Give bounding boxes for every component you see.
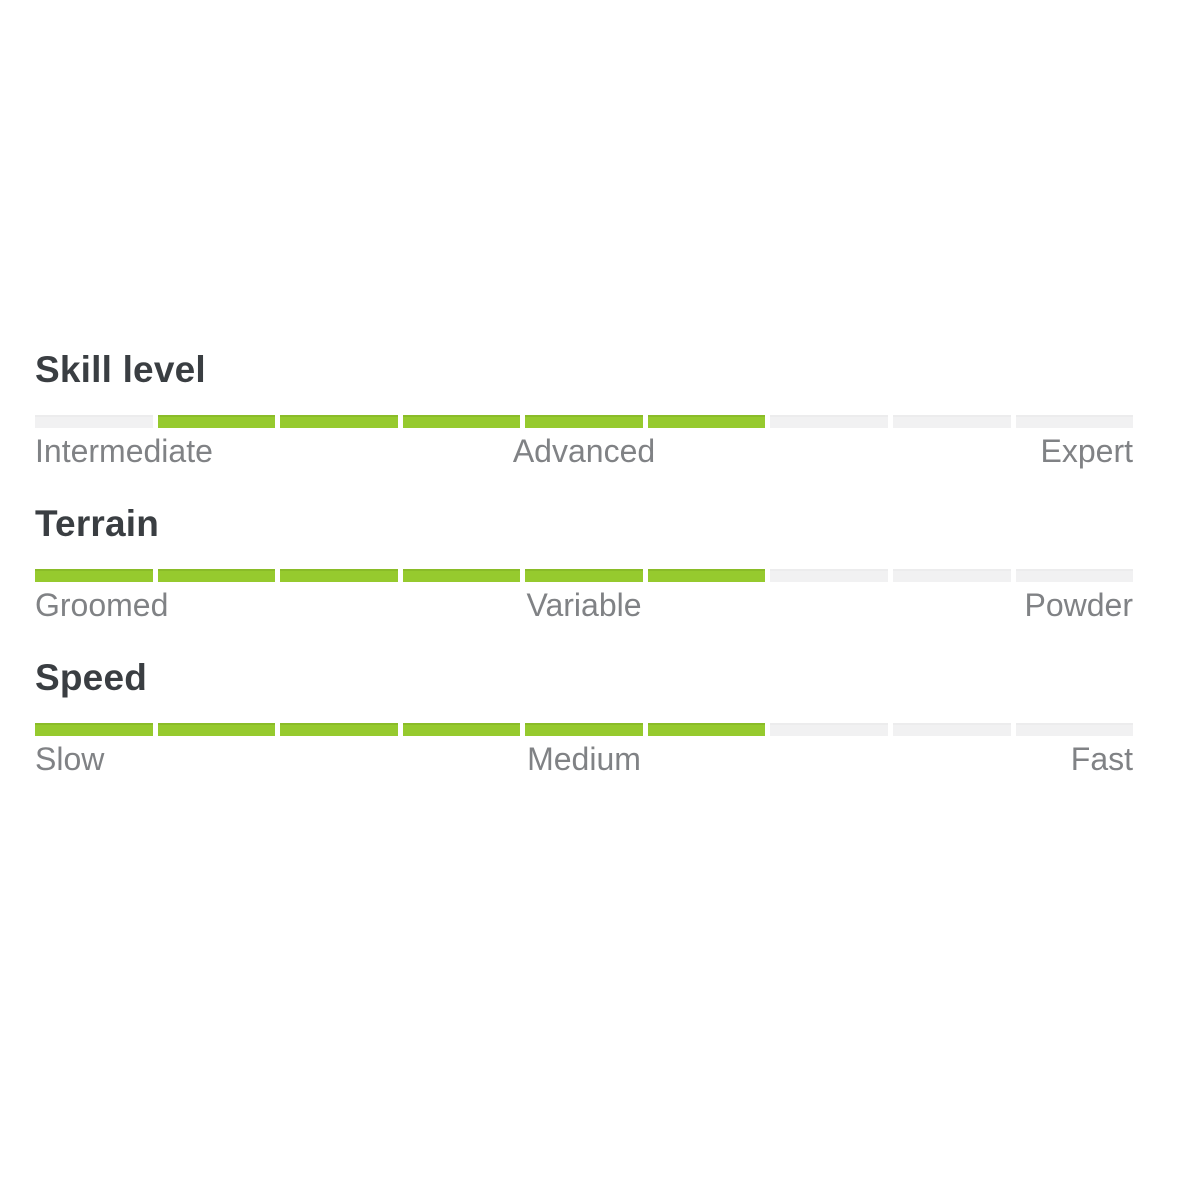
skill-level-label-mid: Advanced — [512, 433, 656, 469]
rating-segment-filled — [35, 723, 153, 736]
terrain-label-min: Groomed — [35, 587, 169, 623]
rating-segment-empty — [770, 723, 888, 736]
rating-segment-filled — [35, 569, 153, 582]
rating-segment-empty — [770, 569, 888, 582]
speed-label-max: Fast — [1070, 741, 1133, 777]
terrain-rating-bar — [35, 569, 1134, 582]
rating-segment-empty — [1015, 415, 1134, 428]
rating-segment-filled — [280, 569, 398, 582]
terrain-title: Terrain — [35, 503, 160, 544]
rating-segment-filled — [280, 415, 398, 428]
rating-segment-filled — [525, 569, 643, 582]
rating-segment-empty — [892, 723, 1011, 736]
rating-segment-filled — [402, 723, 521, 736]
rating-segment-filled — [157, 723, 276, 736]
rating-segment-empty — [35, 415, 153, 428]
speed-section: Speed Slow Medium Fast — [35, 657, 1134, 789]
terrain-label-max: Powder — [1024, 587, 1134, 623]
rating-segment-filled — [525, 723, 643, 736]
speed-label-min: Slow — [35, 741, 105, 777]
rating-segment-empty — [1015, 569, 1134, 582]
rating-segment-filled — [525, 415, 643, 428]
speed-rating-bar — [35, 723, 1134, 736]
rating-segment-filled — [647, 723, 766, 736]
speed-title: Speed — [35, 657, 148, 698]
terrain-label-mid: Variable — [526, 587, 642, 623]
skill-level-section: Skill level Intermediate Advanced Expert — [35, 349, 1134, 481]
terrain-section: Terrain Groomed Variable Powder — [35, 503, 1134, 635]
rating-segment-filled — [402, 415, 521, 428]
skill-level-label-min: Intermediate — [35, 433, 213, 469]
rating-segment-empty — [892, 569, 1011, 582]
speed-scale-labels: Slow Medium Fast — [35, 739, 1133, 779]
rating-segment-filled — [647, 569, 766, 582]
rating-segment-filled — [280, 723, 398, 736]
rating-segment-empty — [770, 415, 888, 428]
rating-segment-filled — [157, 569, 276, 582]
product-ratings-widget: Skill level Intermediate Advanced Expert… — [35, 0, 1134, 1200]
skill-level-scale-labels: Intermediate Advanced Expert — [35, 431, 1133, 471]
terrain-scale-labels: Groomed Variable Powder — [35, 585, 1133, 625]
skill-level-title: Skill level — [35, 349, 206, 390]
rating-segment-filled — [402, 569, 521, 582]
rating-segment-filled — [647, 415, 766, 428]
skill-level-label-max: Expert — [1040, 433, 1133, 469]
speed-label-mid: Medium — [527, 741, 641, 777]
skill-level-rating-bar — [35, 415, 1134, 428]
rating-segment-empty — [892, 415, 1011, 428]
rating-segment-filled — [157, 415, 276, 428]
rating-segment-empty — [1015, 723, 1134, 736]
